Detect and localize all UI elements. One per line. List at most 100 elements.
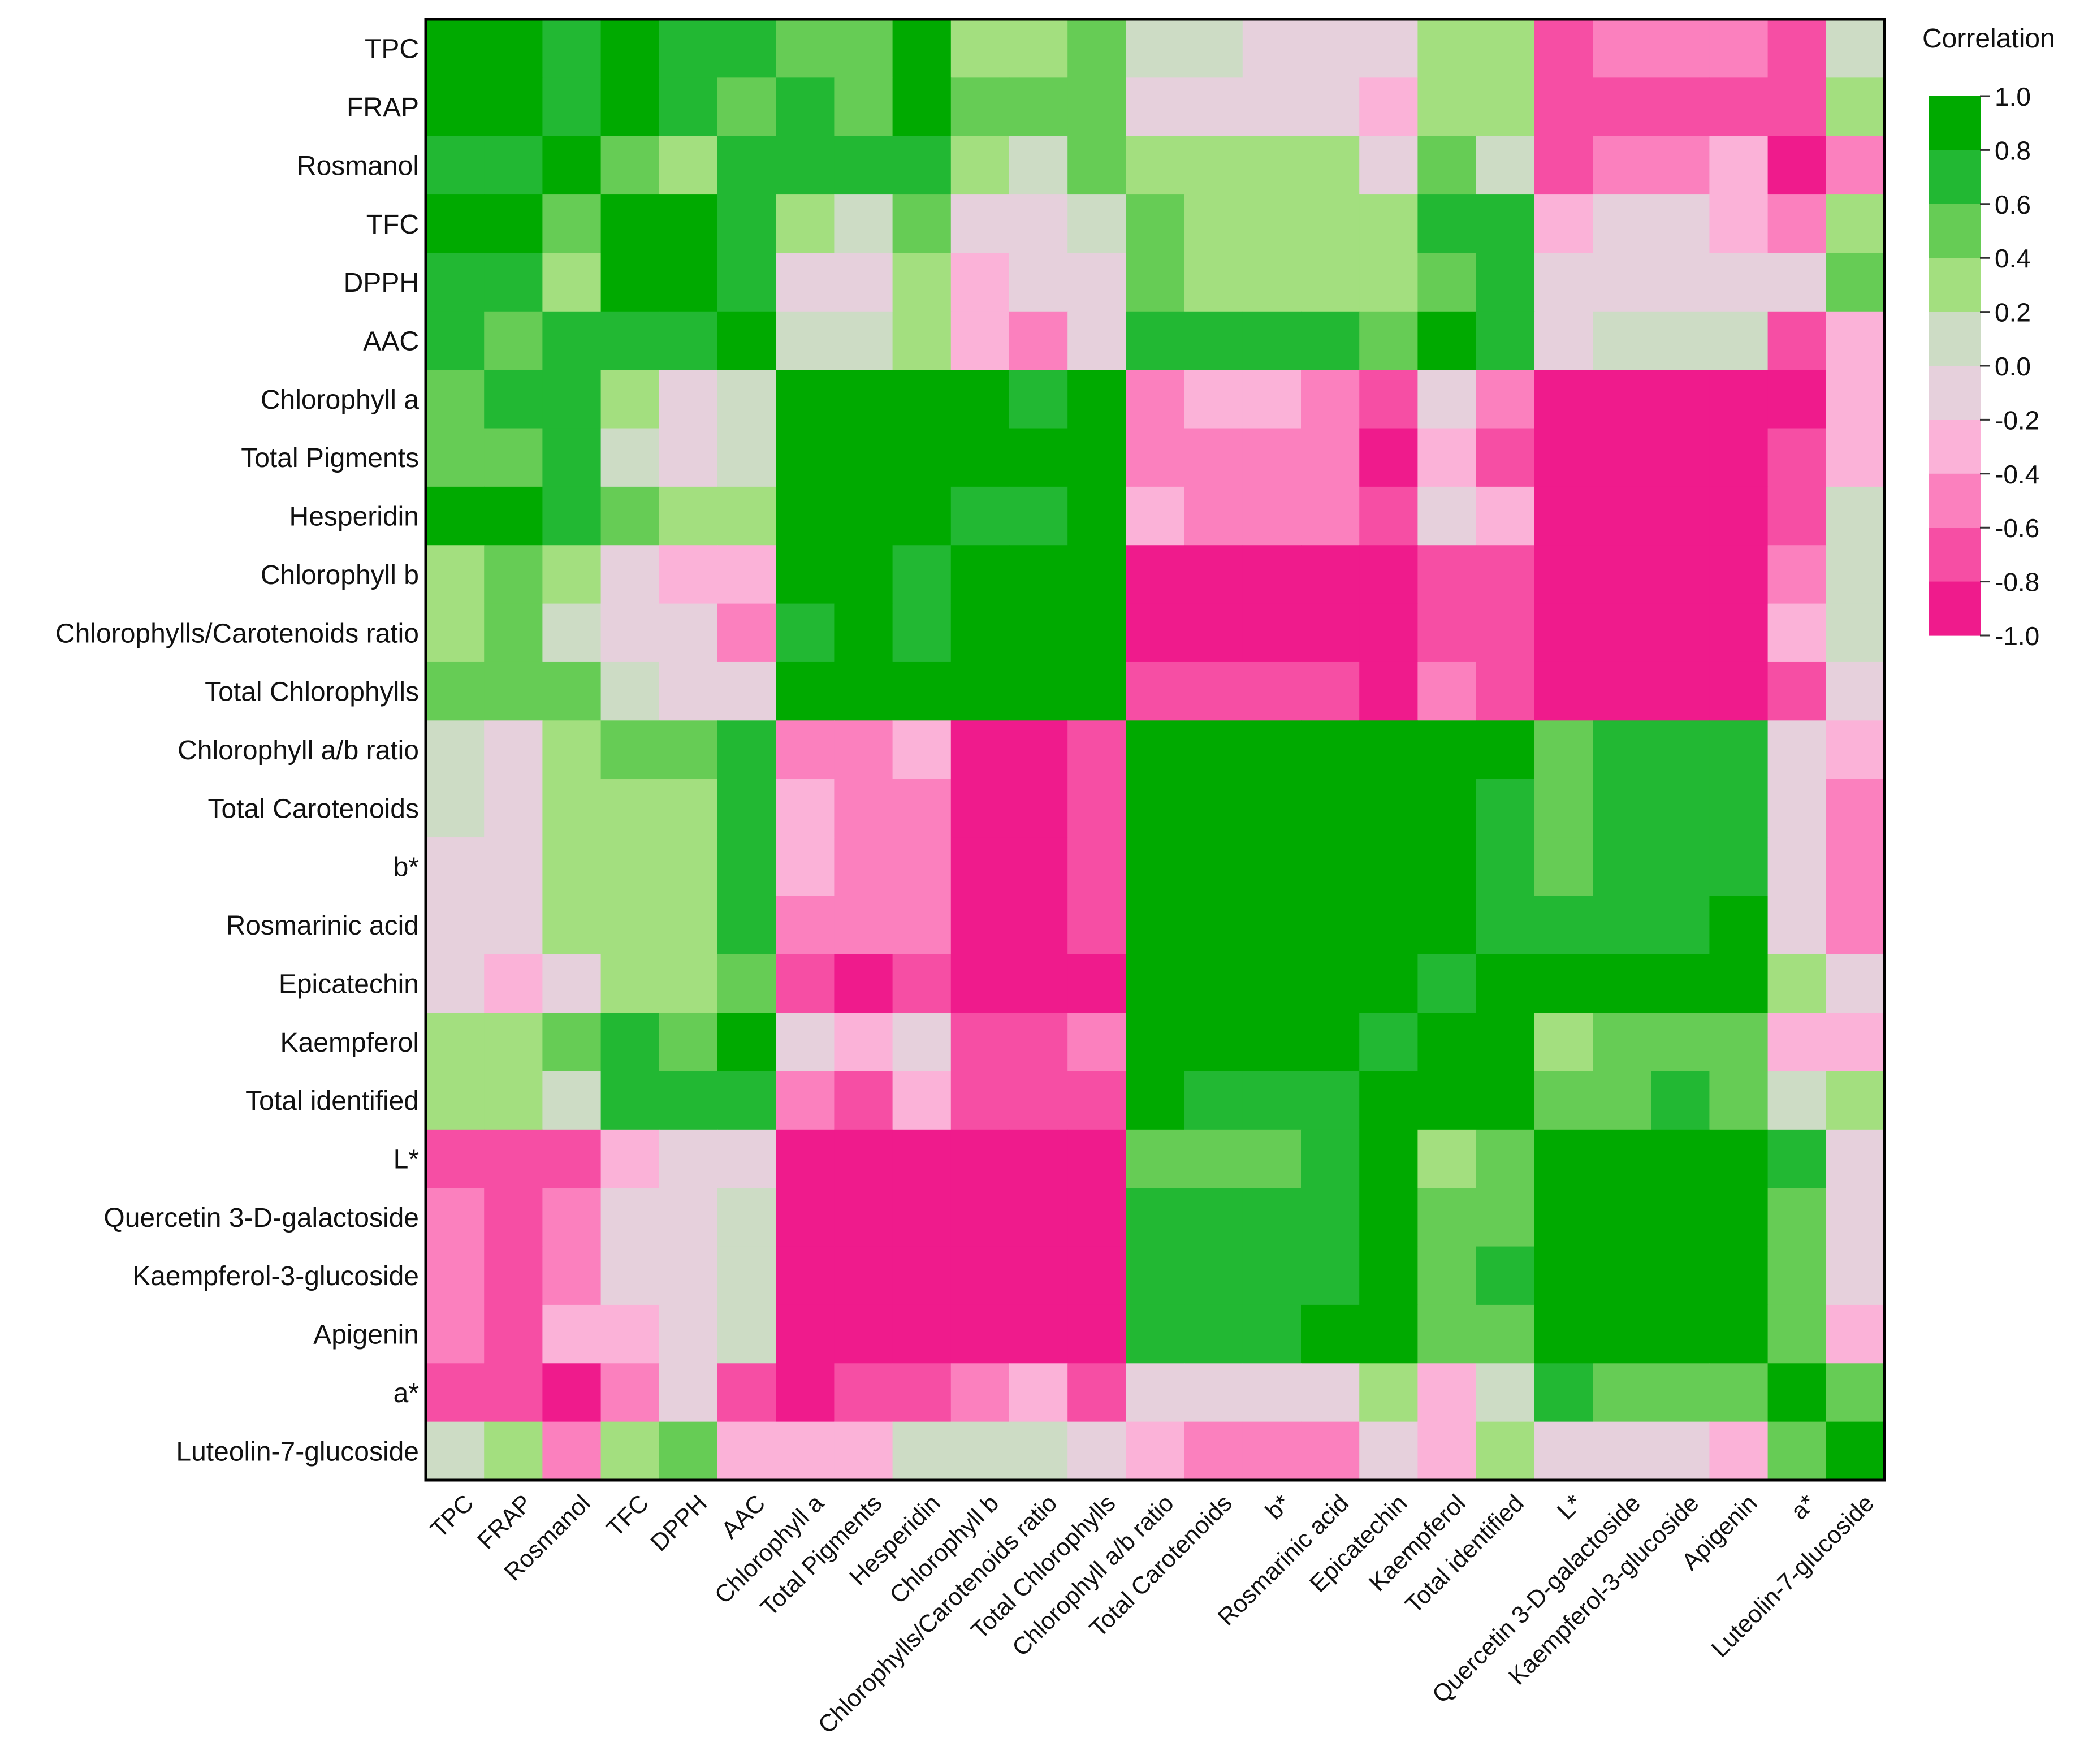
- heatmap-cell-chlorophyll-a-b: [1242, 370, 1302, 429]
- heatmap-cell-kaempferol-3-glucoside-hesperidin: [892, 1246, 952, 1305]
- heatmap-cell-quercetin-3-d-galactoside-aac: [717, 1188, 776, 1247]
- heatmap-cell-rosmarinic-acid-tfc: [600, 896, 660, 955]
- heatmap-cell-rosmanol-epicatechin: [1359, 136, 1418, 195]
- heatmap-cell-rosmarinic-acid-apigenin: [1709, 896, 1769, 955]
- heatmap-cell-total-pigments-total-identified: [1476, 428, 1535, 487]
- legend-bin: [1929, 473, 1981, 528]
- heatmap-cell-luteolin-7-glucoside-rosmanol: [542, 1421, 602, 1481]
- legend-bin: [1929, 258, 1981, 313]
- heatmap-cell-quercetin-3-d-galactoside-apigenin: [1709, 1188, 1769, 1247]
- row-label-tfc: TFC: [366, 210, 419, 240]
- heatmap-cell-chlorophylls-carotenoids-ratio-tpc: [426, 603, 485, 663]
- heatmap-cell-kaempferol-chlorophylls-carotenoids-ratio: [1009, 1013, 1068, 1072]
- heatmap-cell-aac-aac: [717, 311, 776, 370]
- heatmap-cell-dpph-hesperidin: [892, 253, 952, 312]
- heatmap-cell-total-identified-rosmanol: [542, 1071, 602, 1130]
- heatmap-cell-total-pigments-kaempferol: [1417, 428, 1477, 487]
- heatmap-cell-kaempferol-rosmarinic-acid: [1301, 1013, 1360, 1072]
- heatmap-cell-rosmarinic-acid-total-identified: [1476, 896, 1535, 955]
- heatmap-cell-epicatechin-chlorophyll-a-b-ratio: [1126, 954, 1185, 1013]
- heatmap-cell-tfc-frap: [484, 194, 543, 254]
- heatmap-cell-b-rosmarinic-acid: [1301, 837, 1360, 896]
- heatmap-cell-aac-quercetin-3-d-galactoside: [1593, 311, 1651, 370]
- heatmap-cell-kaempferol-3-glucoside-dpph: [659, 1246, 718, 1305]
- heatmap-cell-b-b: [1242, 837, 1302, 896]
- heatmap-cell-hesperidin-l: [1534, 486, 1593, 546]
- heatmap-cell-total-pigments-rosmanol: [542, 428, 602, 487]
- heatmap-cell-quercetin-3-d-galactoside-epicatechin: [1359, 1188, 1418, 1247]
- heatmap-cell-l-quercetin-3-d-galactoside: [1593, 1129, 1651, 1188]
- legend-tick-label: 0.0: [1995, 352, 2031, 381]
- heatmap-cell-total-chlorophylls-rosmanol: [542, 662, 602, 721]
- heatmap-cell-l-frap: [484, 1129, 543, 1188]
- heatmap-cell-frap-chlorophylls-carotenoids-ratio: [1009, 77, 1068, 137]
- heatmap-cell-kaempferol-chlorophyll-a-b-ratio: [1126, 1013, 1185, 1072]
- heatmap-cell-epicatechin-b: [1242, 954, 1302, 1013]
- heatmap-cell-total-pigments-total-chlorophylls: [1067, 428, 1126, 487]
- legend-tick-label: -0.4: [1995, 460, 2039, 489]
- heatmap-cell-aac-total-carotenoids: [1184, 311, 1243, 370]
- heatmap-cell-rosmanol-rosmanol: [542, 136, 602, 195]
- heatmap-cell-epicatechin-total-carotenoids: [1184, 954, 1243, 1013]
- heatmap-cell-total-pigments-dpph: [659, 428, 718, 487]
- heatmap-cell-luteolin-7-glucoside-total-chlorophylls: [1067, 1421, 1126, 1481]
- heatmap-cell-tfc-b: [1242, 194, 1302, 254]
- heatmap-cell-total-identified-tpc: [426, 1071, 485, 1130]
- heatmap-cell-chlorophyll-a-chlorophyll-a: [776, 370, 835, 429]
- heatmap-cell-total-chlorophylls-chlorophyll-a-b-ratio: [1126, 662, 1185, 721]
- heatmap-cell-epicatechin-kaempferol: [1417, 954, 1477, 1013]
- heatmap-cell-dpph-aac: [717, 253, 776, 312]
- heatmap-cell-rosmanol-dpph: [659, 136, 718, 195]
- heatmap-cell-quercetin-3-d-galactoside-total-chlorophylls: [1067, 1188, 1126, 1247]
- heatmap-cell-dpph-chlorophyll-a-b-ratio: [1126, 253, 1185, 312]
- heatmap-cell-total-carotenoids-chlorophyll-b: [950, 779, 1010, 838]
- heatmap-cell-tfc-rosmarinic-acid: [1301, 194, 1360, 254]
- heatmap-cell-apigenin-total-carotenoids: [1184, 1304, 1243, 1364]
- heatmap-cell-total-carotenoids-aac: [717, 779, 776, 838]
- heatmap-cell-chlorophyll-b-chlorophyll-a: [776, 545, 835, 604]
- heatmap-cell-hesperidin-apigenin: [1709, 486, 1769, 546]
- heatmap-cell-b-frap: [484, 837, 543, 896]
- heatmap-cell-total-carotenoids-tfc: [600, 779, 660, 838]
- heatmap-cell-aac-total-pigments: [834, 311, 893, 370]
- heatmap-cell-dpph-b: [1242, 253, 1302, 312]
- heatmap-cell-tpc-dpph: [659, 19, 718, 78]
- heatmap-cell-tfc-kaempferol: [1417, 194, 1477, 254]
- heatmap-cell-epicatechin-l: [1534, 954, 1593, 1013]
- heatmap-cell-hesperidin-luteolin-7-glucoside: [1826, 486, 1885, 546]
- heatmap-cell-a-total-identified: [1476, 1363, 1535, 1423]
- heatmap-cell-luteolin-7-glucoside-b: [1242, 1421, 1302, 1481]
- heatmap-cell-a-total-chlorophylls: [1067, 1363, 1126, 1423]
- heatmap-cell-tfc-aac: [717, 194, 776, 254]
- heatmap-cell-a-chlorophyll-a-b-ratio: [1126, 1363, 1185, 1423]
- heatmap-cell-chlorophyll-a-luteolin-7-glucoside: [1826, 370, 1885, 429]
- heatmap-cell-rosmarinic-acid-chlorophyll-b: [950, 896, 1010, 955]
- heatmap-cell-a-kaempferol: [1417, 1363, 1477, 1423]
- heatmap-cell-luteolin-7-glucoside-quercetin-3-d-galactoside: [1593, 1421, 1651, 1481]
- heatmap-cell-chlorophyll-a-b-ratio-quercetin-3-d-galactoside: [1593, 720, 1651, 780]
- heatmap-cell-hesperidin-rosmarinic-acid: [1301, 486, 1360, 546]
- heatmap-cell-b-aac: [717, 837, 776, 896]
- heatmap-cell-dpph-tpc: [426, 253, 485, 312]
- heatmap-cell-chlorophyll-b-apigenin: [1709, 545, 1769, 604]
- heatmap-cell-l-dpph: [659, 1129, 718, 1188]
- heatmap-cell-epicatechin-rosmanol: [542, 954, 602, 1013]
- heatmap-cell-total-carotenoids-b: [1242, 779, 1302, 838]
- heatmap-cell-total-identified-kaempferol: [1417, 1071, 1477, 1130]
- heatmap-cell-kaempferol-chlorophyll-a: [776, 1013, 835, 1072]
- heatmap-cell-kaempferol-3-glucoside-total-carotenoids: [1184, 1246, 1243, 1305]
- heatmap-cell-kaempferol-hesperidin: [892, 1013, 952, 1072]
- heatmap-cell-chlorophyll-a-b-ratio-dpph: [659, 720, 718, 780]
- heatmap-cell-rosmanol-rosmarinic-acid: [1301, 136, 1360, 195]
- heatmap-cell-rosmanol-a: [1767, 136, 1827, 195]
- heatmap-cell-apigenin-luteolin-7-glucoside: [1826, 1304, 1885, 1364]
- heatmap-cell-apigenin-frap: [484, 1304, 543, 1364]
- heatmap-cell-kaempferol-3-glucoside-b: [1242, 1246, 1302, 1305]
- heatmap-cell-total-carotenoids-rosmanol: [542, 779, 602, 838]
- heatmap-cell-kaempferol-total-carotenoids: [1184, 1013, 1243, 1072]
- heatmap-cell-chlorophylls-carotenoids-ratio-chlorophyll-a-b-ratio: [1126, 603, 1185, 663]
- heatmap-cell-luteolin-7-glucoside-rosmarinic-acid: [1301, 1421, 1360, 1481]
- heatmap-cell-epicatechin-tfc: [600, 954, 660, 1013]
- heatmap-cell-aac-a: [1767, 311, 1827, 370]
